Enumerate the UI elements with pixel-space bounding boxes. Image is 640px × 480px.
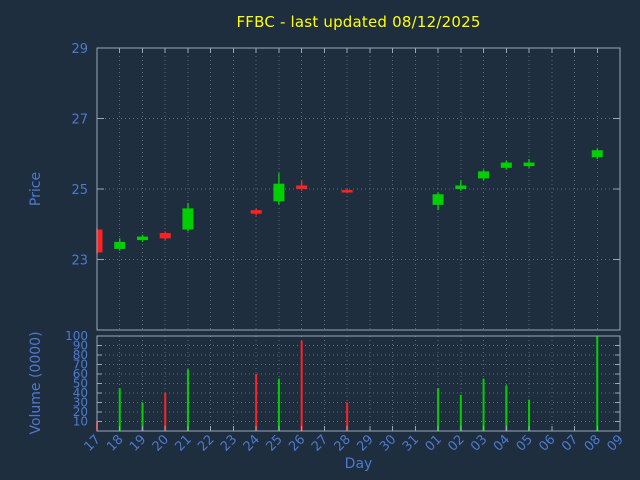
axes xyxy=(96,47,621,432)
x-tick-label: 02 xyxy=(445,432,467,454)
x-tick-label: 29 xyxy=(354,432,376,454)
volume-tick-label: 40 xyxy=(73,386,88,400)
candle-body xyxy=(97,229,103,253)
price-tick-label: 27 xyxy=(71,113,88,128)
x-tick-label: 18 xyxy=(104,432,126,454)
x-tick-label: 03 xyxy=(468,432,490,454)
x-tick-label: 24 xyxy=(241,432,263,454)
x-tick-label: 17 xyxy=(82,432,104,454)
day-axis-title: Day xyxy=(344,456,373,472)
candle-24 xyxy=(250,208,262,216)
volume-tick-label: 70 xyxy=(73,358,88,372)
candle-08 xyxy=(591,148,603,160)
candle-03 xyxy=(478,169,490,181)
volume-axis-title: Volume (0000) xyxy=(28,331,44,435)
candle-01 xyxy=(432,192,444,211)
x-tick-label: 25 xyxy=(263,432,285,454)
x-tick-label: 06 xyxy=(536,432,558,454)
x-tick-label: 07 xyxy=(559,432,581,454)
volume-tick-label: 90 xyxy=(73,339,88,353)
volume-tick-label: 60 xyxy=(73,367,88,381)
x-tick-label: 01 xyxy=(423,432,445,454)
candle-28 xyxy=(341,188,353,194)
candle-20 xyxy=(159,231,171,241)
price-tick-label: 29 xyxy=(71,42,88,57)
candle-body xyxy=(523,162,535,167)
grid xyxy=(96,47,621,431)
candle-body xyxy=(591,150,603,158)
volume-tick-label: 80 xyxy=(73,348,88,362)
x-tick-label: 26 xyxy=(286,432,308,454)
candle-body xyxy=(182,208,194,230)
volume-bars xyxy=(96,336,599,431)
volume-tick-label: 50 xyxy=(73,377,88,391)
candle-17 xyxy=(96,227,103,255)
candle-body xyxy=(296,185,308,189)
x-tick-label: 09 xyxy=(605,432,627,454)
candle-body xyxy=(250,210,262,214)
volume-tick-label: 100 xyxy=(65,329,88,343)
candle-26 xyxy=(296,180,308,191)
x-tick-label: 30 xyxy=(377,432,399,454)
candle-body xyxy=(136,236,148,241)
price-tick-label: 25 xyxy=(71,183,88,198)
candle-body xyxy=(500,162,512,168)
x-tick-label: 27 xyxy=(309,432,331,454)
x-tick-label: 08 xyxy=(582,432,604,454)
candle-body xyxy=(159,233,171,239)
price-axis-title: Price xyxy=(28,171,44,207)
candle-body xyxy=(273,183,285,202)
x-tick-label: 22 xyxy=(195,432,217,454)
x-tick-label: 04 xyxy=(491,432,513,454)
candle-body xyxy=(114,241,126,249)
x-tick-label: 21 xyxy=(172,432,194,454)
candle-body xyxy=(341,190,353,193)
candle-25 xyxy=(273,173,285,205)
chart-title: FFBC - last updated 08/12/2025 xyxy=(236,13,481,31)
volume-tick-label: 30 xyxy=(73,396,88,410)
volume-tick-label: 10 xyxy=(73,415,88,429)
candle-body xyxy=(478,171,490,179)
candle-body xyxy=(455,185,467,189)
x-tick-label: 28 xyxy=(332,432,354,454)
x-tick-label: 05 xyxy=(514,432,536,454)
x-tick-label: 19 xyxy=(127,432,149,454)
candle-19 xyxy=(136,234,148,242)
candle-05 xyxy=(523,159,535,168)
volume-tick-label: 20 xyxy=(73,405,88,419)
candle-body xyxy=(432,194,444,205)
candle-21 xyxy=(182,203,194,232)
x-tick-label: 23 xyxy=(218,432,240,454)
price-tick-label: 23 xyxy=(71,254,88,269)
candle-04 xyxy=(500,160,512,170)
candles xyxy=(96,148,603,255)
x-tick-label: 20 xyxy=(150,432,172,454)
candle-02 xyxy=(455,180,467,191)
candle-18 xyxy=(114,238,126,251)
x-tick-label: 31 xyxy=(400,432,422,454)
